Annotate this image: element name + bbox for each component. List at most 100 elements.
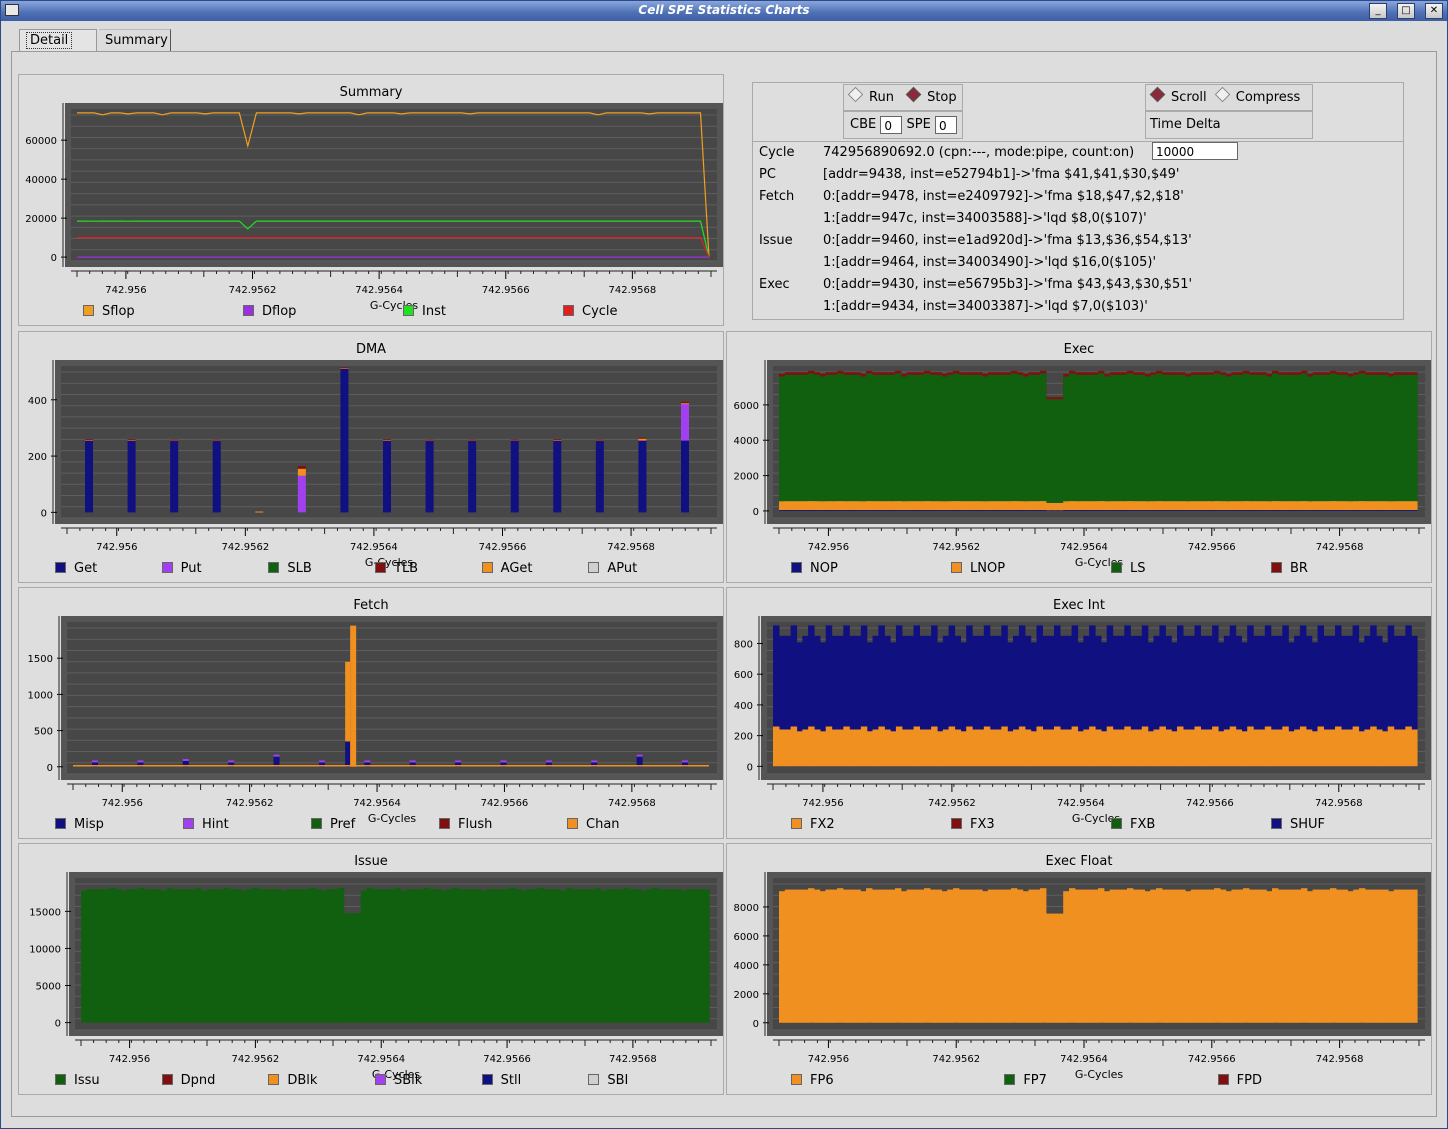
area-ls [1080, 374, 1087, 511]
area-ls [1144, 376, 1151, 511]
area-nop [1254, 510, 1261, 511]
legend-item-aget: AGet [481, 561, 533, 576]
area-shuf [1235, 635, 1242, 767]
area-ls [1283, 374, 1290, 511]
area-fp6 [1051, 913, 1058, 1023]
tab-summary[interactable]: Summary [99, 29, 171, 51]
area-nop [1214, 510, 1221, 511]
compress-radio[interactable] [1214, 86, 1231, 103]
area-issu [286, 889, 293, 1023]
area-shuf [1054, 625, 1061, 767]
time-delta-field[interactable]: 10000 [1152, 141, 1238, 160]
area-fp6 [1411, 889, 1418, 1023]
area-issu [423, 887, 430, 1023]
area-fx2 [1364, 729, 1371, 767]
info-value: 0:[addr=9478, inst=e2409792]->'fma $18,$… [823, 189, 1184, 204]
area-nop [941, 510, 948, 511]
y-tick-label: 5000 [36, 982, 61, 993]
area-shuf [849, 635, 856, 767]
area-fx2 [1007, 731, 1014, 767]
area-nop [918, 510, 925, 511]
area-nop [1295, 510, 1302, 511]
legend-swatch [311, 818, 322, 829]
legend-item-inst: Inst [403, 304, 446, 319]
legend-swatch [83, 305, 94, 316]
area-fp6 [1260, 889, 1267, 1023]
stop-radio[interactable] [905, 86, 922, 103]
area-fx2 [1311, 731, 1319, 767]
area-lnop [895, 501, 902, 511]
area-shuf [819, 642, 827, 767]
area-issu [663, 889, 670, 1023]
area-fp6 [1370, 889, 1377, 1023]
area-issu [223, 887, 230, 1023]
run-radio[interactable] [847, 86, 864, 103]
area-fx2 [1247, 726, 1254, 767]
bar-misp [455, 762, 462, 767]
area-shuf [1095, 635, 1102, 767]
area-fp6 [1150, 889, 1157, 1023]
area-fx2 [1299, 726, 1307, 767]
area-ls [860, 376, 867, 511]
area-lnop [1341, 501, 1348, 511]
bar-tlb [553, 439, 562, 441]
bar-tlb [510, 439, 519, 441]
area-lnop [1138, 501, 1145, 511]
area-ls [1074, 374, 1082, 511]
bar-aget [553, 439, 562, 441]
area-shuf [1399, 635, 1406, 767]
area-ls [941, 376, 948, 511]
cbe-field[interactable]: 0 [880, 115, 903, 134]
area-lnop [1359, 501, 1366, 511]
area-lnop [1040, 501, 1047, 511]
area-issu [520, 890, 527, 1023]
x-tick-label: 742.9564 [1060, 1054, 1108, 1065]
maximize-button[interactable]: □ [1397, 3, 1415, 19]
bar-get [383, 440, 391, 513]
area-shuf [866, 642, 874, 767]
area-nop [1034, 510, 1041, 511]
area-ls [1208, 374, 1215, 511]
legend-swatch [55, 1074, 66, 1085]
y-tick-label: 4000 [734, 436, 759, 447]
area-issu [149, 889, 156, 1023]
spe-field[interactable]: 0 [934, 115, 957, 134]
area-shuf [1411, 635, 1418, 767]
area-shuf [1136, 635, 1143, 767]
bar-hint [318, 760, 325, 763]
area-ls [779, 376, 786, 511]
area-nop [976, 510, 983, 511]
area-lnop [802, 501, 809, 511]
area-fp6 [1266, 891, 1273, 1023]
area-ls [958, 374, 966, 511]
area-lnop [1022, 501, 1029, 511]
window-menu-icon[interactable] [5, 4, 19, 16]
area-ls [1324, 374, 1331, 511]
tab-detail[interactable]: Detail [19, 29, 97, 51]
area-issu [634, 889, 642, 1023]
area-lnop [779, 501, 786, 511]
area-lnop [1219, 501, 1227, 511]
area-ls [813, 374, 821, 511]
area-fp6 [976, 889, 983, 1023]
legend-item-tlb: TLB [375, 561, 418, 576]
area-shuf [808, 625, 815, 767]
area-shuf [960, 642, 967, 767]
area-fp6 [1016, 889, 1024, 1023]
area-fx2 [773, 726, 780, 767]
area-ls [895, 373, 902, 511]
area-fp6 [1272, 888, 1279, 1023]
execint-chart: 0 200 400 600 800 742.956 742.9562 742.9564 742.… [734, 616, 1431, 825]
area-fp6 [987, 889, 995, 1023]
legend-item-fx2: FX2 [791, 817, 835, 832]
title-bar[interactable]: Cell SPE Statistics Charts _ □ ✕ [1, 1, 1447, 21]
scroll-radio[interactable] [1149, 86, 1166, 103]
minimize-button[interactable]: _ [1369, 3, 1387, 19]
area-ls [1388, 376, 1395, 511]
area-shuf [1001, 625, 1008, 767]
close-button[interactable]: ✕ [1425, 3, 1443, 19]
area-fx2 [1206, 729, 1213, 767]
area-fp6 [1196, 889, 1203, 1023]
bar-misp [636, 756, 643, 767]
fetch-chart-panel: Fetch 0 500 1000 1500 742.956 742.9562 742.9564… [18, 587, 724, 839]
